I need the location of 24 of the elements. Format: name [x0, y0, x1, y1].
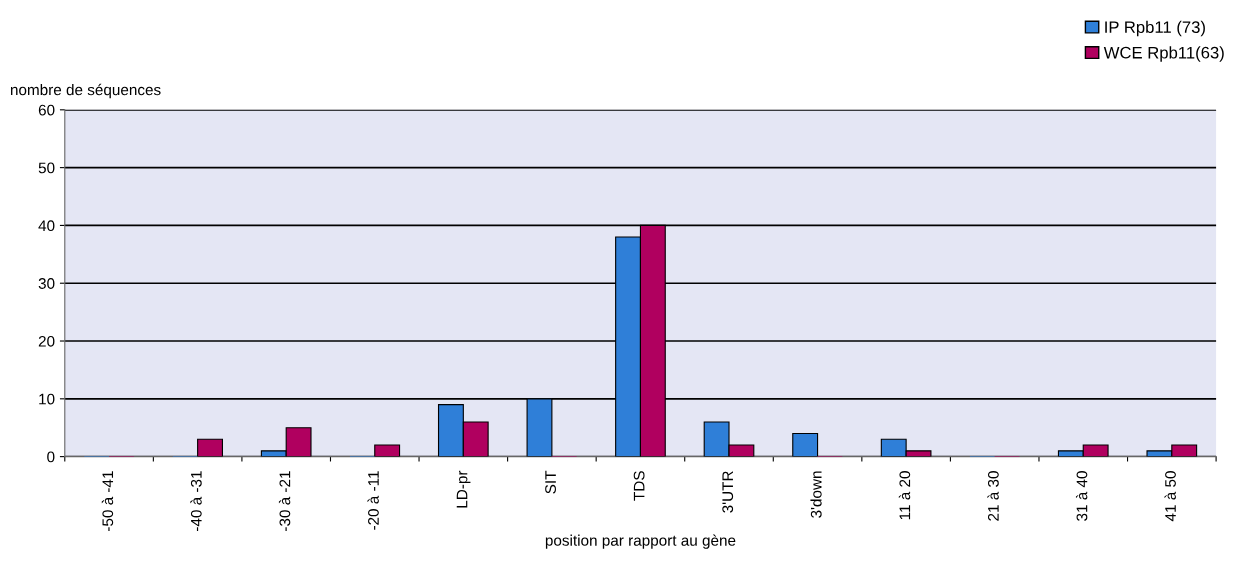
y-tick-label: 50 — [38, 162, 55, 174]
x-tick-label: 31 à 40 — [1075, 471, 1088, 521]
x-tick-label: SIT — [545, 470, 556, 494]
x-tick-label: -30 à -21 — [278, 471, 291, 531]
y-tick-label: 10 — [39, 393, 55, 405]
y-tick-label: 30 — [38, 278, 55, 289]
x-tick-label: 3'down — [810, 471, 822, 518]
y-tick-label: 40 — [38, 220, 55, 232]
x-tick-label: 21 à 30 — [987, 471, 999, 521]
x-tick-label: LD-pr — [456, 470, 471, 508]
x-tick-label: -20 à -11 — [367, 471, 379, 530]
y-tick-label: 0 — [47, 451, 55, 463]
x-tick-label: 11 à 20 — [898, 471, 911, 520]
x-axis-title: position par rapport au gène — [545, 534, 736, 549]
x-tick-label: -40 à -31 — [190, 471, 202, 531]
x-tick-label: 41 à 50 — [1164, 471, 1176, 522]
y-tick-label: 20 — [38, 335, 55, 347]
x-tick-label: 3'UTR — [722, 471, 734, 513]
legend-label: WCE Rpb11(63) — [1103, 46, 1224, 62]
y-axis-title: nombre de séquences — [10, 83, 161, 99]
x-tick-label: TDS — [633, 471, 645, 501]
legend-label: IP Rpb11 (73) — [1105, 20, 1205, 37]
y-tick-label: 60 — [38, 104, 55, 116]
x-tick-label: -50 à -41 — [101, 471, 114, 531]
